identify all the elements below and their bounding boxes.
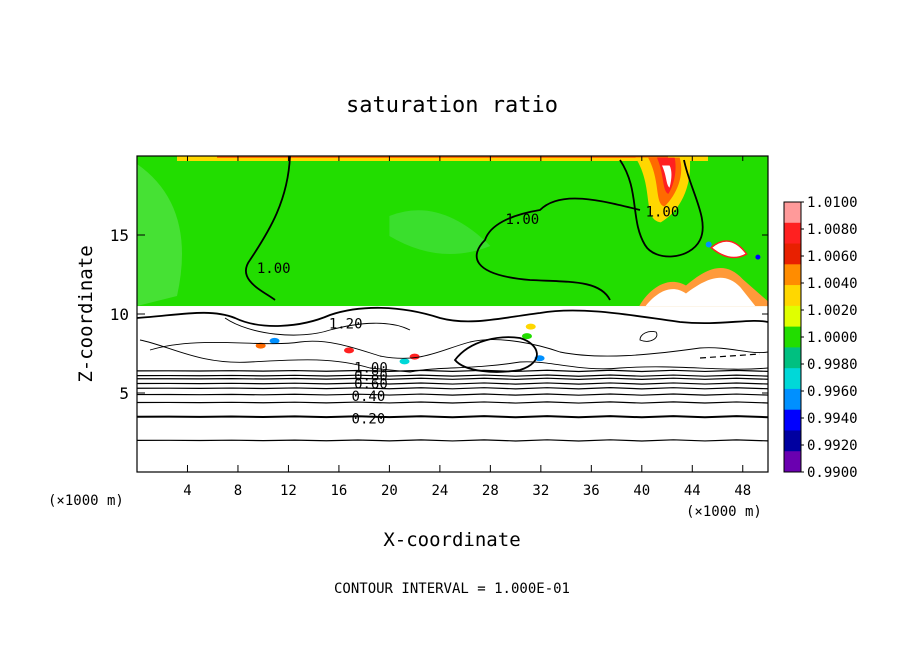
x-tick-label: 28 <box>482 483 499 499</box>
high-ratio-plume <box>661 165 672 188</box>
contour-label: 0.80 <box>354 369 388 385</box>
colorbar-label: 0.9980 <box>807 357 858 373</box>
contour-label: 1.20 <box>329 316 363 332</box>
x-tick-label: 16 <box>330 483 347 499</box>
horizontal-contour <box>137 369 768 373</box>
small-ratio-blob <box>255 342 266 349</box>
y-tick-label: 5 <box>119 384 129 403</box>
horizontal-contour <box>137 393 768 396</box>
colorbar-segment <box>784 430 801 452</box>
contour-line <box>245 156 291 301</box>
x-tick-label: 24 <box>431 483 448 499</box>
horizontal-contour <box>137 374 768 377</box>
colorbar-label: 1.0100 <box>807 195 858 211</box>
contour-label: 0.40 <box>352 389 386 405</box>
chart-title: saturation ratio <box>346 93 558 118</box>
colorbar-label: 0.9960 <box>807 384 858 400</box>
x-tick-label: 8 <box>234 483 242 499</box>
contour-line <box>149 339 768 359</box>
small-ratio-blob <box>269 337 280 344</box>
x-tick-label: 4 <box>183 483 191 499</box>
colorbar-label: 0.9900 <box>807 465 858 481</box>
light-green-patch <box>137 164 182 306</box>
colorbar-segment <box>784 305 801 328</box>
contour-label: 1.00 <box>646 204 680 220</box>
colorbar-label: 1.0020 <box>807 303 858 319</box>
contour-line <box>224 317 411 336</box>
colorbar: 1.0100 1.0080 1.0060 1.0040 1.0020 1.0000 0.99… <box>783 195 858 481</box>
contour-label: 1.00 <box>257 261 291 277</box>
small-ratio-blob <box>399 358 410 365</box>
colorbar-label: 0.9940 <box>807 411 858 427</box>
horizontal-contour <box>137 382 768 385</box>
colorbar-segment <box>784 285 801 307</box>
top-moist-strip <box>217 156 668 158</box>
y-axis-label: Z-coordinate <box>75 245 97 382</box>
contour-label: 0.20 <box>352 411 386 427</box>
small-ratio-blob <box>344 347 355 354</box>
horizontal-contour <box>137 377 768 380</box>
contour-line <box>453 336 538 373</box>
y-axis: 5 10 15 <box>110 226 768 403</box>
top-moist-strip <box>177 156 708 161</box>
horizontal-contour <box>137 401 768 404</box>
colorbar-segment <box>784 409 801 431</box>
contour-line <box>699 353 761 359</box>
colorbar-segment <box>784 243 801 265</box>
cloud-fragment <box>710 240 748 259</box>
contour-interval-note: CONTOUR INTERVAL = 1.000E-01 <box>334 581 570 597</box>
contour-label: 1.00 <box>354 361 388 377</box>
x-tick-label: 44 <box>684 483 701 499</box>
colorbar-segment <box>784 451 801 473</box>
x-tick-label: 36 <box>583 483 600 499</box>
x-unit-left: (×1000 m) <box>48 493 124 509</box>
horizontal-contour <box>137 415 768 419</box>
colorbar-label: 1.0080 <box>807 222 858 238</box>
y-tick-label: 15 <box>110 226 129 245</box>
contour-labels: 1.001.00 1.001.201.000.800.600.400.20 <box>257 204 679 427</box>
x-tick-label: 32 <box>532 483 549 499</box>
cloud-edge-white <box>645 277 756 307</box>
colorbar-label: 1.0000 <box>807 330 858 346</box>
colorbar-label: 1.0060 <box>807 249 858 265</box>
colorbar-label: 1.0040 <box>807 276 858 292</box>
y-tick-label: 10 <box>110 305 129 324</box>
contour-line <box>475 197 641 301</box>
x-axis-label: X-coordinate <box>383 529 520 551</box>
colorbar-segment <box>784 368 801 390</box>
contour-lines <box>137 156 768 442</box>
contour-line <box>619 159 704 258</box>
horizontal-contour <box>137 439 768 442</box>
x-axis: 4 8 12 16 20 24 28 32 36 40 44 48 <box>183 156 751 499</box>
x-tick-label: 40 <box>633 483 650 499</box>
x-unit-right: (×1000 m) <box>686 504 762 520</box>
colorbar-segment <box>784 264 801 286</box>
colorbar-label: 0.9920 <box>807 438 858 454</box>
low-ratio-spot <box>755 254 761 260</box>
colorbar-segment <box>784 326 801 348</box>
contour-line <box>137 306 768 327</box>
colorbar-segment <box>784 202 801 224</box>
contour-line <box>639 331 658 342</box>
light-green-patch <box>389 210 491 254</box>
x-tick-label: 12 <box>280 483 297 499</box>
small-ratio-blob <box>525 323 536 330</box>
x-tick-label: 48 <box>734 483 751 499</box>
colorbar-segment <box>784 347 801 369</box>
small-ratio-blob <box>521 333 532 340</box>
colorbar-segment <box>784 222 801 245</box>
contour-label: 0.60 <box>354 377 388 393</box>
low-ratio-spot <box>705 241 712 248</box>
colorbar-segment <box>784 388 801 411</box>
x-tick-label: 20 <box>381 483 398 499</box>
horizontal-contour <box>137 387 768 390</box>
contour-label: 1.00 <box>506 212 540 228</box>
contour-line <box>139 339 768 373</box>
small-ratio-blob <box>409 353 420 360</box>
